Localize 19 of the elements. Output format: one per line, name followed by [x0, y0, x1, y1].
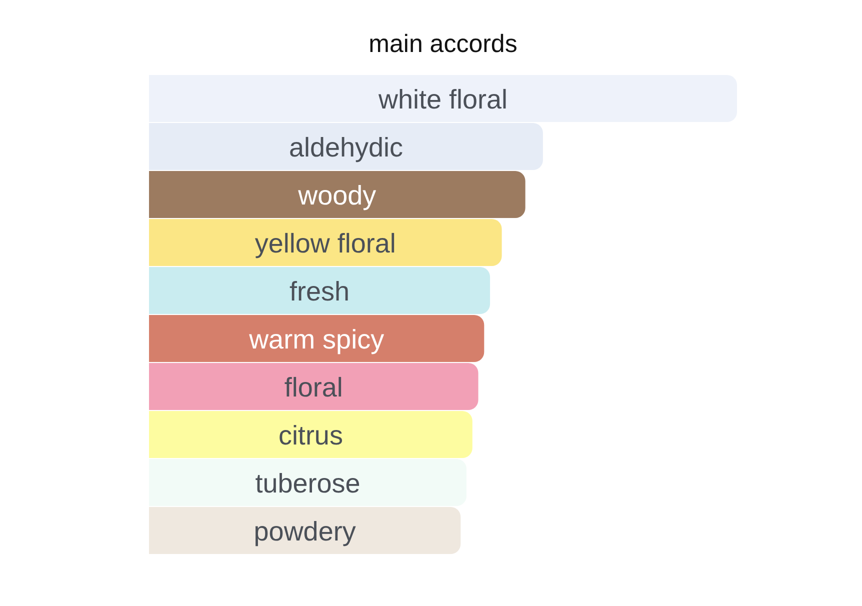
bar — [149, 219, 502, 266]
y-tick-label: fresh — [290, 276, 350, 306]
y-tick-label: white floral — [377, 84, 508, 114]
chart-title: main accords — [368, 30, 518, 58]
y-tick-label: warm spicy — [248, 324, 385, 354]
y-tick-label: tuberose — [255, 468, 360, 498]
bar — [149, 267, 490, 314]
bar — [149, 315, 484, 362]
bar — [149, 363, 478, 410]
y-tick-label: yellow floral — [254, 228, 396, 258]
y-tick-label: citrus — [278, 420, 343, 450]
y-tick-label: aldehydic — [288, 132, 404, 162]
y-tick-label: floral — [284, 372, 343, 402]
bar — [149, 507, 461, 554]
y-tick-label: woody — [297, 180, 377, 210]
bar — [149, 171, 526, 218]
bar — [149, 411, 472, 458]
bar — [149, 459, 467, 506]
y-tick-label: powdery — [254, 516, 356, 546]
